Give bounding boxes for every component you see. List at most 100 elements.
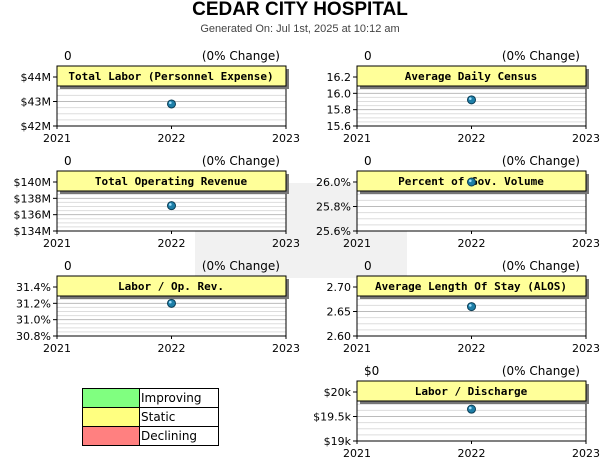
chart-percent-of-gov-volume-x-tick-label: 2021	[343, 237, 371, 250]
chart-labor-op-rev: 0 (0% Change) 31.4% 31.2% 31.0% 30.8% 2021 2022…	[0, 258, 300, 363]
chart-labor-discharge: $0 (0% Change) $20k $19.5k $19k 2021 2022 2023 L…	[300, 363, 600, 468]
chart-total-operating-revenue-change-value: 0	[64, 154, 72, 168]
chart-total-labor-personnel-expense-title: Total Labor (Personnel Expense)	[68, 70, 273, 83]
chart-total-labor-personnel-expense-change-pct: (0% Change)	[202, 49, 280, 63]
chart-average-daily-census-title: Average Daily Census	[405, 70, 537, 83]
legend: Improving Static Declining	[82, 388, 219, 446]
chart-percent-of-gov-volume-x-tick-label: 2022	[458, 237, 486, 250]
chart-total-labor-personnel-expense-data-point	[167, 99, 176, 109]
chart-average-daily-census-y-tick-label: 15.8	[327, 104, 352, 117]
chart-labor-op-rev-y-tick-label: 31.4%	[16, 281, 51, 294]
chart-average-daily-census-y-tick-label: 15.6	[327, 120, 352, 133]
chart-labor-op-rev-change-pct: (0% Change)	[202, 259, 280, 273]
chart-labor-op-rev-header	[56, 275, 287, 297]
chart-percent-of-gov-volume-change-pct: (0% Change)	[502, 154, 580, 168]
chart-total-operating-revenue-change-pct: (0% Change)	[202, 154, 280, 168]
chart-average-daily-census-change-pct: (0% Change)	[502, 49, 580, 63]
chart-total-labor-personnel-expense-y-tick-label: $44M	[21, 71, 52, 84]
chart-average-daily-census-data-point-highlight	[469, 97, 472, 100]
chart-total-labor-personnel-expense-x-tick-label: 2023	[272, 132, 300, 145]
legend-item-static: Static	[83, 408, 218, 427]
chart-average-daily-census-data-point	[467, 95, 476, 105]
chart-labor-discharge-title: Labor / Discharge	[415, 385, 528, 398]
chart-total-operating-revenue: 0 (0% Change) $140M $138M $136M $134M 2021 2022…	[0, 153, 301, 258]
chart-total-labor-personnel-expense: 0 (0% Change) $44M $43M $42M 2021 2022 2023 Tota…	[0, 48, 301, 153]
chart-average-daily-census-x-tick-label: 2022	[458, 132, 486, 145]
chart-total-operating-revenue-data-point	[167, 201, 176, 211]
chart-total-operating-revenue-header	[56, 170, 287, 192]
chart-labor-op-rev-change-value: 0	[64, 259, 72, 273]
chart-total-operating-revenue-y-tick-label: $136M	[14, 209, 52, 222]
chart-average-length-of-stay-alos-change-value: 0	[364, 259, 372, 273]
chart-labor-op-rev-y-tick-label: 31.0%	[16, 314, 51, 327]
generated-timestamp: Generated On: Jul 1st, 2025 at 10:12 am	[200, 23, 400, 35]
legend-label-declining: Declining	[141, 429, 198, 443]
chart-labor-op-rev-x-tick-label: 2021	[43, 342, 71, 355]
chart-total-operating-revenue-x-tick-label: 2021	[43, 237, 71, 250]
legend-item-improving: Improving	[83, 389, 218, 408]
chart-labor-discharge-y-tick-label: $20k	[324, 386, 352, 399]
chart-labor-discharge-x-tick-label: 2021	[343, 447, 371, 460]
chart-average-daily-census-x-tick-label: 2023	[572, 132, 600, 145]
legend-swatch-improving	[83, 389, 140, 407]
chart-labor-discharge-change-value: $0	[364, 364, 379, 378]
chart-labor-op-rev-data-point	[167, 298, 176, 308]
chart-average-daily-census-header	[356, 65, 587, 87]
chart-average-length-of-stay-alos-y-tick-label: 2.70	[327, 281, 352, 294]
chart-total-operating-revenue-x-tick-label: 2022	[158, 237, 186, 250]
chart-average-length-of-stay-alos-data-point-highlight	[469, 304, 472, 307]
chart-labor-op-rev-x-tick-label: 2023	[272, 342, 300, 355]
chart-total-operating-revenue-y-tick-label: $134M	[14, 225, 52, 238]
report-title: CEDAR CITY HOSPITAL	[192, 0, 408, 20]
chart-average-length-of-stay-alos-data-point	[467, 302, 476, 312]
legend-item-declining: Declining	[83, 427, 218, 445]
chart-labor-discharge-change-pct: (0% Change)	[502, 364, 580, 378]
chart-labor-discharge-data-point-highlight	[469, 406, 472, 410]
legend-label-improving: Improving	[141, 391, 202, 405]
chart-total-labor-personnel-expense-x-tick-label: 2021	[43, 132, 71, 145]
chart-average-daily-census-change-value: 0	[364, 49, 372, 63]
chart-average-daily-census: 0 (0% Change) 16.2 16.0 15.8 15.6 2021 2022 2023…	[300, 48, 600, 153]
chart-total-labor-personnel-expense-change-value: 0	[64, 49, 72, 63]
chart-average-length-of-stay-alos-y-tick-label: 2.60	[327, 330, 352, 343]
chart-labor-discharge-x-tick-label: 2022	[458, 447, 486, 460]
chart-labor-op-rev-y-tick-label: 30.8%	[16, 330, 51, 343]
chart-average-length-of-stay-alos-x-tick-label: 2021	[343, 342, 371, 355]
chart-total-labor-personnel-expense-y-tick-label: $43M	[21, 96, 52, 109]
chart-total-operating-revenue-data-point-highlight	[169, 203, 172, 206]
legend-swatch-declining	[83, 427, 140, 445]
chart-total-operating-revenue-y-tick-label: $138M	[14, 192, 52, 205]
legend-swatch-static	[83, 408, 140, 426]
chart-labor-discharge-y-tick-label: $19.5k	[313, 411, 351, 424]
chart-percent-of-gov-volume-x-tick-label: 2023	[572, 237, 600, 250]
chart-average-length-of-stay-alos-x-tick-label: 2023	[572, 342, 600, 355]
chart-total-operating-revenue-y-tick-label: $140M	[14, 176, 52, 189]
chart-total-operating-revenue-x-tick-label: 2023	[272, 237, 300, 250]
chart-percent-of-gov-volume-svg: 0 (0% Change)26.0%25.8%25.6%2021 2022 2023P…	[316, 154, 600, 250]
chart-labor-discharge-x-tick-label: 2023	[572, 447, 600, 460]
chart-average-length-of-stay-alos-header	[356, 275, 587, 297]
chart-percent-of-gov-volume-y-tick-label: 25.6%	[316, 225, 351, 238]
chart-total-labor-personnel-expense-x-tick-label: 2022	[158, 132, 186, 145]
chart-percent-of-gov-volume-data-point-highlight	[469, 179, 472, 183]
chart-labor-discharge-data-point	[467, 404, 476, 414]
chart-average-length-of-stay-alos-title: Average Length Of Stay (ALOS)	[375, 280, 567, 293]
chart-average-daily-census-y-tick-label: 16.0	[327, 87, 352, 100]
chart-total-labor-personnel-expense-y-tick-label: $42M	[21, 120, 52, 133]
chart-average-length-of-stay-alos-change-pct: (0% Change)	[502, 259, 580, 273]
chart-average-length-of-stay-alos-y-tick-label: 2.65	[327, 306, 352, 319]
chart-labor-op-rev-x-tick-label: 2022	[158, 342, 186, 355]
chart-percent-of-gov-volume-y-tick-label: 25.8%	[316, 201, 351, 214]
chart-total-labor-personnel-expense-data-point-highlight	[169, 101, 172, 105]
chart-percent-of-gov-volume-change-value: 0	[364, 154, 372, 168]
chart-labor-op-rev-data-point-highlight	[169, 300, 172, 304]
legend-label-static: Static	[141, 410, 176, 424]
chart-labor-op-rev-title: Labor / Op. Rev.	[118, 280, 224, 293]
chart-average-daily-census-y-tick-label: 16.2	[327, 71, 352, 84]
chart-percent-of-gov-volume-y-tick-label: 26.0%	[316, 176, 351, 189]
